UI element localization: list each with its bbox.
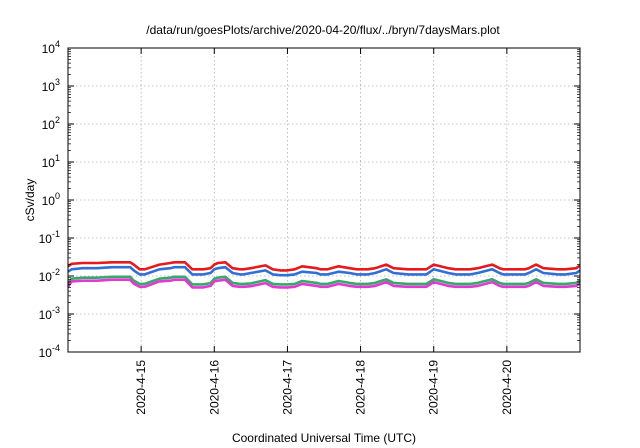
series-line-2 <box>67 265 581 277</box>
y-tick-label: 10-3 <box>39 305 60 322</box>
x-tick-label: 2020-4-18 <box>354 360 368 415</box>
x-tick-label: 2020-4-17 <box>280 360 294 415</box>
series-line-3 <box>66 275 581 286</box>
grid-lines <box>68 48 580 352</box>
x-tick-label: 2020-4-19 <box>427 360 441 415</box>
y-tick-label: 10-1 <box>39 229 60 246</box>
series-line-1 <box>67 260 581 272</box>
series-lines <box>66 260 581 289</box>
x-tick-label: 2020-4-15 <box>134 360 148 415</box>
y-tick-label: 102 <box>42 115 60 132</box>
x-tick-label: 2020-4-20 <box>500 360 514 415</box>
y-tick-label: 104 <box>42 39 60 56</box>
series-line-4 <box>66 278 581 289</box>
y-axis-label: cSv/day <box>23 179 37 222</box>
x-axis-label: Coordinated Universal Time (UTC) <box>232 431 416 445</box>
y-tick-label: 10-2 <box>39 267 60 284</box>
y-tick-label: 10-4 <box>39 343 60 360</box>
x-tick-label: 2020-4-16 <box>207 360 221 415</box>
y-axis: 10-4 10-3 10-2 10-1 100 101 102 103 104 <box>39 39 580 360</box>
y-tick-label: 100 <box>42 191 60 208</box>
chart-title: /data/run/goesPlots/archive/2020-04-20/f… <box>146 23 500 37</box>
y-tick-label: 103 <box>42 77 60 94</box>
y-tick-label: 101 <box>42 153 60 170</box>
x-axis: 2020-4-15 2020-4-16 2020-4-17 2020-4-18 2020… <box>134 48 514 415</box>
